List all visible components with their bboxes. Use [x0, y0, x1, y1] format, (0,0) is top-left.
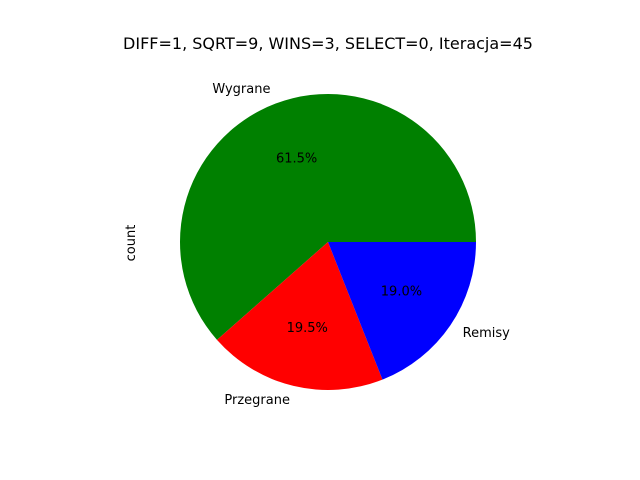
pie-slice-wygrane: [180, 94, 477, 340]
pie-slice-remisy: [328, 242, 476, 380]
slice-percent-wygrane: 61.5%: [276, 151, 317, 166]
pie-slice-przegrane: [216, 242, 383, 390]
y-axis-label: count: [124, 225, 139, 262]
pie-labels: Wygrane 61.5% Przegrane 19.5% Remisy 19.0%: [212, 82, 510, 408]
slice-label-wygrane: Wygrane: [212, 82, 270, 97]
slice-percent-remisy: 19.0%: [381, 284, 422, 299]
slice-label-przegrane: Przegrane: [224, 393, 290, 408]
slice-label-remisy: Remisy: [463, 326, 510, 341]
slice-percent-przegrane: 19.5%: [287, 321, 328, 336]
pie-slices: [180, 94, 477, 390]
chart-title: DIFF=1, SQRT=9, WINS=3, SELECT=0, Iterac…: [123, 34, 533, 53]
